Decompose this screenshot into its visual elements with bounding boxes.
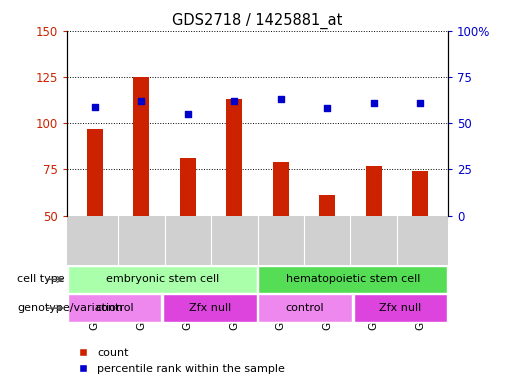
Text: hematopoietic stem cell: hematopoietic stem cell [286,275,420,285]
Text: cell type: cell type [18,275,65,285]
Text: embryonic stem cell: embryonic stem cell [106,275,219,285]
Bar [226,99,243,216]
Point [184,111,192,117]
Bar [319,195,335,216]
Point [370,100,378,106]
Bar [412,171,428,216]
Bar [366,166,382,216]
Point [230,98,238,104]
Bar [272,162,289,216]
Point [277,96,285,102]
Bar [180,158,196,216]
Bar [87,129,103,216]
Point [137,98,145,104]
Bar [259,266,447,293]
Text: Zfx null: Zfx null [379,303,422,313]
Legend: count, percentile rank within the sample: count, percentile rank within the sample [73,343,289,378]
Bar [163,295,256,322]
Bar [68,266,256,293]
Text: control: control [95,303,134,313]
Text: control: control [286,303,324,313]
Bar [259,295,352,322]
Bar [354,295,447,322]
Text: Zfx null: Zfx null [188,303,231,313]
Point [91,103,99,109]
Text: genotype/variation: genotype/variation [18,303,124,313]
Title: GDS2718 / 1425881_at: GDS2718 / 1425881_at [173,13,342,29]
Bar [133,77,149,216]
Bar [68,295,161,322]
Point [416,100,424,106]
Point [323,105,331,111]
